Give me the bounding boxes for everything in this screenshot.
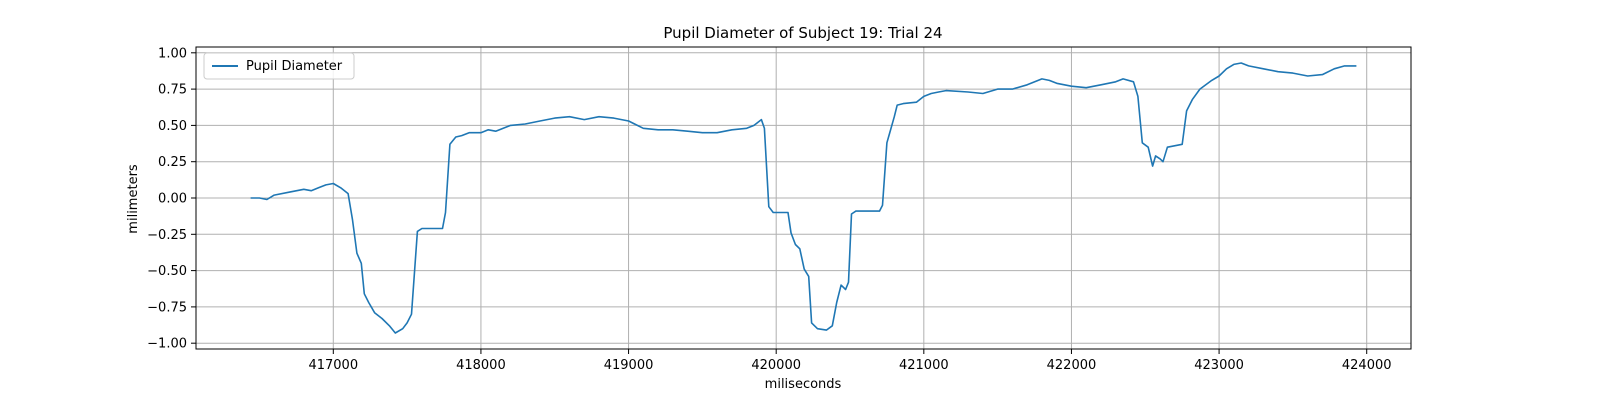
x-tick-label: 418000: [456, 358, 506, 373]
x-axis-label: miliseconds: [765, 377, 842, 392]
x-tick-label: 424000: [1342, 358, 1392, 373]
x-axis-ticks: 417000 418000 419000 420000 421000 422000 4230…: [308, 349, 1392, 373]
y-tick-label: −0.75: [147, 300, 187, 315]
y-tick-label: 1.00: [158, 46, 187, 61]
x-tick-label: 422000: [1047, 358, 1097, 373]
series-layer: [250, 62, 1357, 334]
grid: [196, 47, 1411, 349]
x-tick-label: 420000: [751, 358, 801, 373]
y-axis-label: milimeters: [126, 164, 141, 234]
legend-label: Pupil Diameter: [246, 59, 343, 74]
chart-title: Pupil Diameter of Subject 19: Trial 24: [663, 24, 942, 42]
legend: Pupil Diameter: [203, 52, 355, 80]
series-line-pupil-diameter: [250, 62, 1357, 334]
y-tick-label: −0.25: [147, 228, 187, 243]
y-tick-label: 0.50: [158, 119, 187, 134]
x-tick-label: 423000: [1194, 358, 1244, 373]
y-axis-ticks: −1.00 −0.75 −0.50 −0.25 0.00 0.25 0.50 0.75 1.00: [147, 46, 196, 352]
y-tick-label: 0.25: [158, 155, 187, 170]
y-tick-label: −0.50: [147, 264, 187, 279]
y-tick-label: −1.00: [147, 337, 187, 352]
y-tick-label: 0.00: [158, 192, 187, 207]
y-tick-label: 0.75: [158, 83, 187, 98]
x-tick-label: 421000: [899, 358, 949, 373]
x-tick-label: 417000: [308, 358, 358, 373]
legend-box: [203, 52, 355, 80]
x-tick-label: 419000: [604, 358, 654, 373]
